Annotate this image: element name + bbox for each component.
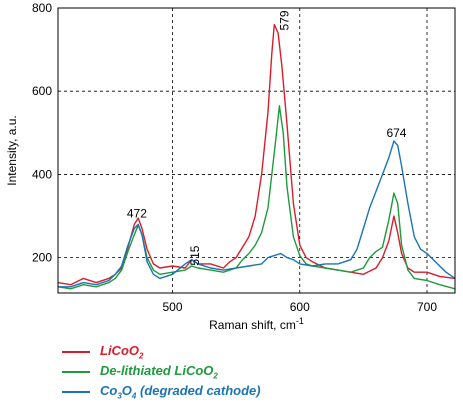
- raman-spectrum-chart: 500 600 700 200 400 600 800 472 515 579 674 Inten…: [5, 1, 456, 332]
- y-tick-label: 400: [32, 167, 52, 181]
- legend-label: LiCoO2: [100, 342, 144, 361]
- legend-swatch: [62, 370, 90, 373]
- series-line-0: [57, 23, 456, 286]
- series-lines: [57, 23, 456, 290]
- peak-label: 579: [277, 10, 291, 30]
- legend-swatch: [62, 390, 90, 393]
- grid-lines: [58, 8, 455, 293]
- chart-legend: LiCoO2 De-lithiated LiCoO2 Co3O4 (degrad…: [62, 342, 442, 402]
- x-axis-label: Raman shift, cm-1: [209, 316, 304, 332]
- x-tick-label: 700: [417, 300, 437, 314]
- legend-item-co3o4: Co3O4 (degraded cathode): [62, 382, 442, 401]
- peak-labels: 472 515 579 674: [127, 10, 407, 265]
- legend-item-licoo2: LiCoO2: [62, 342, 442, 361]
- legend-label: De-lithiated LiCoO2: [100, 362, 218, 381]
- y-axis-label: Intensity, a.u.: [5, 115, 19, 185]
- peak-label: 674: [386, 126, 406, 140]
- y-tick-label: 600: [32, 84, 52, 98]
- x-tick-label: 500: [163, 300, 183, 314]
- series-line-2: [58, 140, 456, 288]
- y-tick-label: 800: [32, 1, 52, 15]
- axis-ticks: 500 600 700 200 400 600 800: [32, 1, 437, 314]
- peak-label: 472: [127, 207, 147, 221]
- legend-label: Co3O4 (degraded cathode): [100, 382, 261, 401]
- y-tick-label: 200: [32, 251, 52, 265]
- legend-swatch: [62, 350, 90, 353]
- x-tick-label: 600: [290, 300, 310, 314]
- plot-frame: [57, 7, 456, 294]
- peak-label: 515: [188, 245, 202, 265]
- legend-item-delithiated-licoo2: De-lithiated LiCoO2: [62, 362, 442, 381]
- x-axis-label-superscript: -1: [296, 316, 304, 326]
- series-line-1: [57, 105, 456, 290]
